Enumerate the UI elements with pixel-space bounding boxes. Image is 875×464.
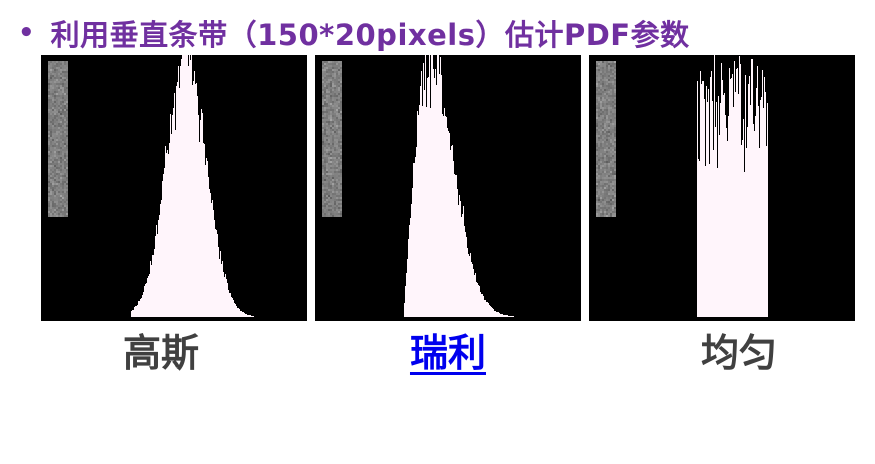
slide-title-row: • 利用垂直条带（150*20pixels）估计PDF参数: [18, 8, 690, 58]
gaussian-histogram-panel: [41, 55, 307, 321]
histogram: [404, 55, 514, 317]
gaussian-histogram-graphic: [48, 55, 254, 317]
sample-strip: [596, 61, 616, 217]
histogram: [697, 55, 768, 317]
bullet-dot-icon: •: [18, 18, 35, 48]
slide-title: 利用垂直条带（150*20pixels）估计PDF参数: [50, 18, 690, 52]
caption-uniform: 均匀: [700, 330, 777, 375]
sample-strip: [322, 61, 342, 217]
histogram: [131, 55, 254, 317]
sample-strip: [48, 61, 68, 217]
caption-rayleigh-link[interactable]: 瑞利: [409, 330, 486, 375]
rayleigh-histogram-panel: [315, 55, 581, 321]
uniform-histogram-panel: [589, 55, 855, 321]
rayleigh-histogram-graphic: [322, 55, 514, 317]
caption-gaussian: 高斯: [122, 330, 199, 375]
uniform-histogram-graphic: [596, 55, 768, 317]
